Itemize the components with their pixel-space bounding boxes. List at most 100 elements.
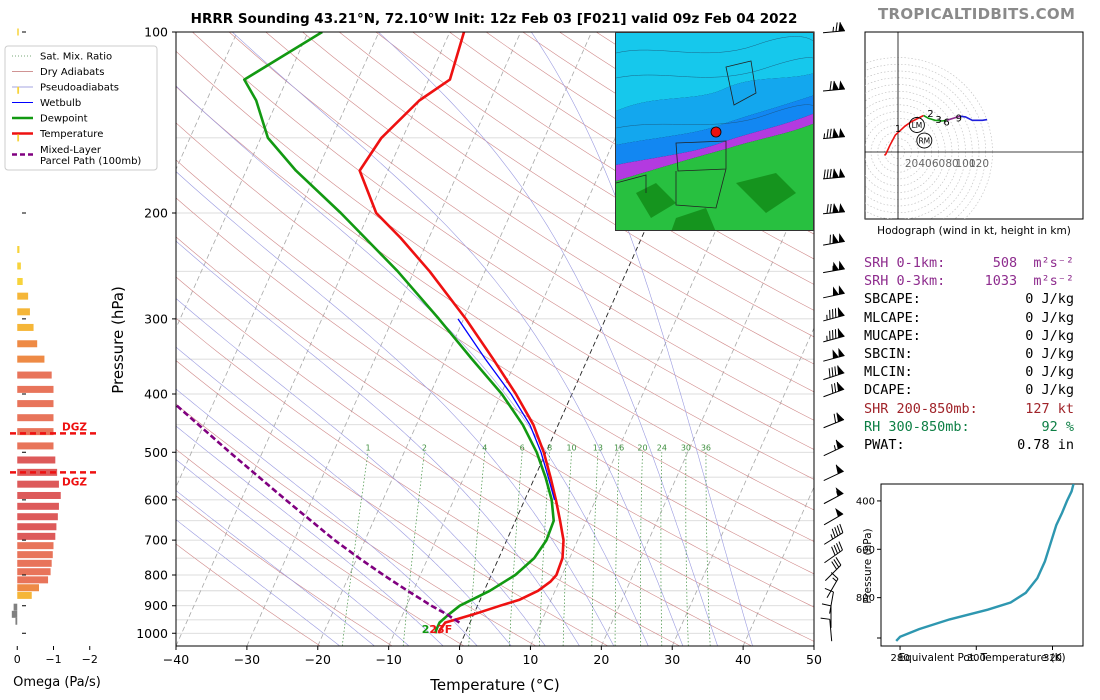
wind-barb <box>823 439 844 457</box>
pseudoadiabat <box>231 32 684 646</box>
stat-row: SRH 0-3km: 1033 m²s⁻² <box>864 272 1074 290</box>
skew-t-frame <box>175 31 815 647</box>
storm-motion-label: RM <box>918 137 930 146</box>
mixing-ratio-label: 2 <box>422 443 427 452</box>
wind-barb <box>826 572 839 599</box>
omega-axis-label: Omega (Pa/s) <box>13 675 101 690</box>
wind-barb <box>821 603 832 628</box>
mixing-ratio-label: 36 <box>701 443 711 452</box>
isotherm <box>176 32 238 171</box>
wind-barb <box>823 285 845 299</box>
mixing-ratio-line <box>591 452 599 646</box>
dewpoint-line <box>243 32 555 634</box>
dry-adiabat <box>412 32 814 285</box>
stat-row: SBCAPE: 0 J/kg <box>864 290 1074 308</box>
y-tick-label: 400 <box>144 386 168 401</box>
y-tick-label: 700 <box>144 533 168 548</box>
mixing-ratio-label: 6 <box>520 443 525 452</box>
isotherm <box>176 32 451 646</box>
legend-label: Wetbulb <box>40 98 81 109</box>
x-tick-label: 0 <box>456 652 464 667</box>
mixing-ratio-line <box>509 452 523 646</box>
legend-box <box>4 45 158 171</box>
omega-bar <box>17 428 54 436</box>
omega-bar <box>17 568 51 576</box>
stat-value: 0.78 in <box>1017 437 1074 454</box>
omega-bar <box>17 532 56 540</box>
stat-value: 0 J/kg <box>1025 382 1074 399</box>
x-tick-label: 10 <box>522 652 538 667</box>
stat-row: SRH 0-1km: 508 m²s⁻² <box>864 254 1074 272</box>
isotherm <box>671 327 814 646</box>
wind-barb <box>823 382 845 398</box>
legend-label: Pseudoadiabats <box>40 83 119 94</box>
omega-bar <box>17 513 58 521</box>
x-tick-label: 30 <box>664 652 680 667</box>
mixing-ratio-label: 24 <box>657 443 667 452</box>
isotherm <box>742 486 814 646</box>
stat-label: DCAPE: <box>864 382 913 399</box>
omega-bar <box>17 355 45 363</box>
x-tick-label: −40 <box>163 652 189 667</box>
stats-panel: SRH 0-1km: 508 m²s⁻² SRH 0-3km: 1033 m²s⁻² S… <box>864 254 1074 454</box>
stat-value: 0 J/kg <box>1025 364 1074 381</box>
dry-adiabat <box>176 360 609 646</box>
dry-adiabat <box>176 317 680 646</box>
stat-row: SHR 200-850mb: 127 kt <box>864 400 1074 418</box>
y-tick-label: 900 <box>144 598 168 613</box>
wind-barbs <box>820 22 845 642</box>
wind-barb <box>823 365 845 381</box>
omega-bar <box>17 576 49 584</box>
isotherm <box>176 32 309 330</box>
pseudoadiabat <box>176 519 340 646</box>
stat-value: 508 m²s⁻² <box>992 255 1074 271</box>
wetbulb-line <box>457 318 556 501</box>
wind-barb <box>823 487 844 505</box>
stat-label: SBCAPE: <box>864 291 921 308</box>
pseudoadiabat <box>378 32 718 646</box>
omega-tick-label: −1 <box>45 653 61 666</box>
omega-bar <box>17 542 54 550</box>
wind-barb <box>824 557 842 582</box>
mixing-ratio-label: 13 <box>593 443 603 452</box>
dry-adiabat <box>192 32 814 450</box>
legend-label: Sat. Mix. Ratio <box>40 52 112 63</box>
mixing-ratio-label: 20 <box>637 443 647 452</box>
omega-bar <box>17 86 20 94</box>
omega-bar <box>17 414 54 422</box>
dry-adiabat <box>176 495 393 646</box>
hodograph-height-label: 9 <box>956 114 962 125</box>
dgz-label: DGZ <box>62 421 87 433</box>
omega-bar <box>17 292 29 300</box>
theta-e-x-tick-label: 280 <box>891 653 910 664</box>
mixing-ratio-label: 4 <box>482 443 487 452</box>
pseudoadiabat <box>176 388 478 646</box>
stat-row: MLCAPE: 0 J/kg <box>864 309 1074 327</box>
stat-row: MUCAPE: 0 J/kg <box>864 327 1074 345</box>
omega-bar <box>17 308 30 316</box>
theta-e-y-tick-label: 600 <box>856 545 875 556</box>
stat-row: RH 300-850mb: 92 % <box>864 418 1074 436</box>
omega-bar <box>13 603 18 611</box>
omega-bar <box>17 502 59 510</box>
theta-e-x-tick-label: 320 <box>1043 653 1062 664</box>
stat-value: 127 kt <box>1025 400 1074 417</box>
wind-barb <box>823 347 845 362</box>
omega-bar <box>17 340 38 348</box>
omega-bar <box>17 584 39 592</box>
storm-motion-marker <box>908 117 925 133</box>
omega-bar <box>17 591 32 599</box>
mixing-ratio-label: 16 <box>614 443 624 452</box>
omega-tick-label: −2 <box>82 653 98 666</box>
stat-row: PWAT: 0.78 in <box>864 436 1074 454</box>
storm-motion-label: LM <box>912 121 923 130</box>
dry-adiabat <box>265 32 814 393</box>
hodograph-height-label: 2 <box>927 109 933 120</box>
hodograph-ring-label: 80 <box>945 158 958 170</box>
wind-barb <box>822 203 845 215</box>
omega-plot: DGZ DGZ 0 −1 −2 Omega (Pa/s) <box>10 28 101 690</box>
dry-adiabat <box>176 543 321 646</box>
pseudoadiabat <box>176 425 444 646</box>
wind-barb <box>823 507 844 526</box>
